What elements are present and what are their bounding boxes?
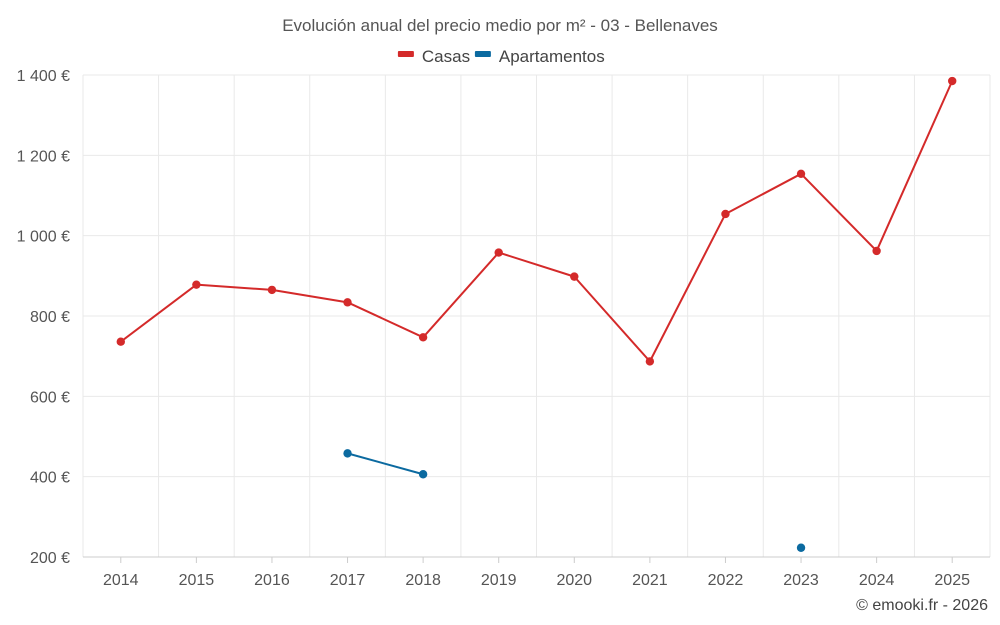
chart-axes: 200 € 400 € 600 € 800 € 1 000 € 1 200 € 1 400 … bbox=[17, 68, 990, 589]
legend-swatch bbox=[474, 51, 491, 57]
x-tick-label: 2023 bbox=[783, 572, 819, 589]
x-tick-label: 2016 bbox=[254, 572, 290, 589]
x-tick-label: 2021 bbox=[632, 572, 668, 589]
y-tick-label: 1 200 € bbox=[17, 148, 70, 165]
copyright-credit: © emooki.fr - 2026 bbox=[856, 597, 988, 614]
data-point bbox=[494, 248, 503, 257]
data-point bbox=[343, 298, 352, 307]
y-tick-label: 1 400 € bbox=[17, 68, 70, 85]
x-tick-label: 2020 bbox=[556, 572, 592, 589]
data-point bbox=[796, 543, 806, 552]
series-apartamentos bbox=[343, 449, 806, 552]
data-point bbox=[192, 280, 201, 289]
y-tick-label: 800 € bbox=[30, 309, 70, 326]
y-tick-label: 600 € bbox=[30, 389, 70, 406]
y-tick-label: 1 000 € bbox=[17, 229, 70, 246]
data-point bbox=[645, 357, 655, 366]
data-point bbox=[872, 246, 881, 256]
legend-label: Apartamentos bbox=[499, 47, 605, 66]
legend-item-casas[interactable]: Casas bbox=[397, 47, 470, 66]
x-tick-label: 2018 bbox=[405, 572, 441, 589]
x-tick-label: 2015 bbox=[179, 572, 215, 589]
y-tick-label: 200 € bbox=[30, 550, 70, 567]
series-casas bbox=[116, 76, 957, 366]
data-point bbox=[570, 272, 579, 281]
data-point bbox=[418, 470, 428, 479]
x-tick-label: 2022 bbox=[708, 572, 744, 589]
data-point bbox=[418, 333, 428, 342]
y-tick-label: 400 € bbox=[30, 470, 70, 487]
series-line bbox=[347, 452, 424, 476]
data-point bbox=[116, 337, 125, 346]
x-tick-label: 2017 bbox=[330, 572, 366, 589]
legend-item-apartamentos[interactable]: Apartamentos bbox=[474, 47, 605, 66]
series-line bbox=[120, 80, 954, 363]
chart-series bbox=[116, 76, 957, 552]
x-tick-label: 2024 bbox=[859, 572, 895, 589]
chart-grid bbox=[82, 74, 991, 557]
legend-label: Casas bbox=[422, 47, 470, 66]
data-point bbox=[796, 169, 806, 179]
x-tick-label: 2025 bbox=[934, 572, 970, 589]
x-tick-label: 2019 bbox=[481, 572, 517, 589]
chart-legend: Casas Apartamentos bbox=[397, 47, 605, 66]
data-point bbox=[267, 285, 277, 295]
data-point bbox=[343, 449, 352, 458]
x-tick-label: 2014 bbox=[103, 572, 139, 589]
data-point bbox=[721, 209, 730, 219]
legend-swatch bbox=[397, 51, 414, 57]
chart-title: Evolución anual del precio medio por m² … bbox=[282, 16, 718, 35]
data-point bbox=[948, 76, 957, 86]
